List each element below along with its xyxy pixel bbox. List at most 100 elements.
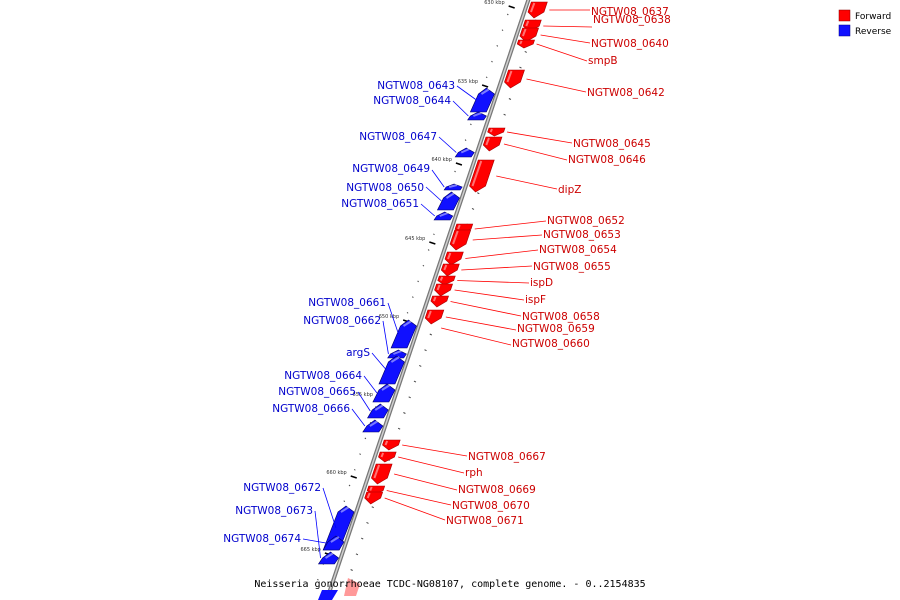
minor-tick [454,170,456,173]
gene-label: argS [346,347,370,359]
tick-label: 655 kbp [353,392,373,398]
reverse-gene [390,319,417,349]
minor-tick [317,578,319,581]
minor-tick [433,233,435,236]
minor-tick [501,29,504,32]
reverse-gene [322,535,345,551]
minor-tick [471,207,475,210]
tick-mark [455,162,463,166]
leader-line [357,391,371,412]
genome-backbone [324,0,531,600]
leader-line [322,487,337,529]
gene-label: NGTW08_0649 [352,163,430,175]
forward-gene [430,295,449,308]
minor-tick [364,437,367,440]
minor-tick [485,76,488,79]
forward-gene [469,159,495,193]
forward-legend-label: Forward [855,12,891,22]
leader-line [386,490,452,506]
gene-label: NGTW08_0645 [573,138,651,150]
gene-label: ispF [525,294,546,306]
reverse-legend-label: Reverse [855,27,892,37]
leader-line [363,375,378,394]
minor-tick [408,396,411,399]
minor-tick [424,349,427,352]
forward-gene [434,283,453,297]
gene-features [317,1,548,600]
forward-gene [364,491,384,505]
leader-line [496,175,558,190]
minor-tick [360,537,364,540]
gene-label: NGTW08_0655 [533,261,611,273]
minor-tick [427,249,430,251]
forward-gene [449,229,472,251]
gene-label: NGTW08_0644 [373,95,451,107]
gene-label: NGTW08_0653 [543,229,621,241]
minor-tick [343,500,346,503]
forward-gene [504,69,525,89]
gene-label: rph [465,467,483,479]
minor-tick [366,521,369,524]
gene-label: NGTW08_0667 [468,451,546,463]
gene-label: NGTW08_0650 [346,182,424,194]
tick-label: 635 kbp [458,79,478,85]
forward-gene [487,127,506,137]
minor-tick [422,264,425,267]
leader-line [472,234,543,241]
legend: Forward Reverse [838,9,892,37]
minor-tick [413,380,417,383]
minor-tick [406,311,409,314]
leader-line [402,444,468,457]
reverse-swatch [838,24,851,37]
minor-tick [350,569,353,571]
gene-label: NGTW08_0660 [512,338,590,350]
forward-gene [482,136,503,152]
leader-line [445,316,517,331]
minor-tick [353,468,356,471]
gene-label: NGTW08_0647 [359,131,437,143]
gene-label: NGTW08_0638 [593,14,671,26]
minor-tick [417,280,419,283]
gene-label: NGTW08_0670 [452,500,530,512]
gene-label: NGTW08_0642 [587,87,665,99]
minor-tick [496,45,499,47]
gene-label: smpB [588,55,618,67]
minor-tick [503,113,506,116]
leader-line [441,327,512,346]
leader-line [503,143,568,161]
leader-line [302,538,326,544]
leader-line [382,320,389,355]
tick-mark [508,5,515,9]
gene-label: NGTW08_0662 [303,315,381,327]
forward-gene [527,1,548,19]
minor-tick [397,427,401,430]
minor-tick [403,412,406,414]
forward-gene [519,27,540,43]
forward-gene [382,439,401,451]
minor-tick [464,139,467,141]
leader-line [457,280,530,284]
leader-line [425,186,442,202]
minor-tick [355,553,359,556]
gene-label: NGTW08_0664 [284,370,362,382]
gene-label: NGTW08_0646 [568,154,646,166]
gene-label: NGTW08_0671 [446,515,524,527]
forward-swatch [838,9,851,22]
minor-tick [419,364,422,367]
tick-mark [429,241,436,245]
reverse-gene [443,183,463,191]
reverse-gene [362,419,384,433]
minor-tick [371,506,374,509]
minor-tick [506,13,509,16]
gene-label: NGTW08_0651 [341,198,419,210]
leader-line [384,497,446,521]
leader-line [431,169,445,188]
gene-label: NGTW08_0672 [243,482,321,494]
tick-mark [350,475,357,479]
reverse-gene [317,551,339,565]
leader-line [543,25,593,28]
forward-gene [440,263,460,277]
tick-label: 630 kbp [484,0,504,6]
gene-label: NGTW08_0673 [235,505,313,517]
leader-line [456,85,477,101]
